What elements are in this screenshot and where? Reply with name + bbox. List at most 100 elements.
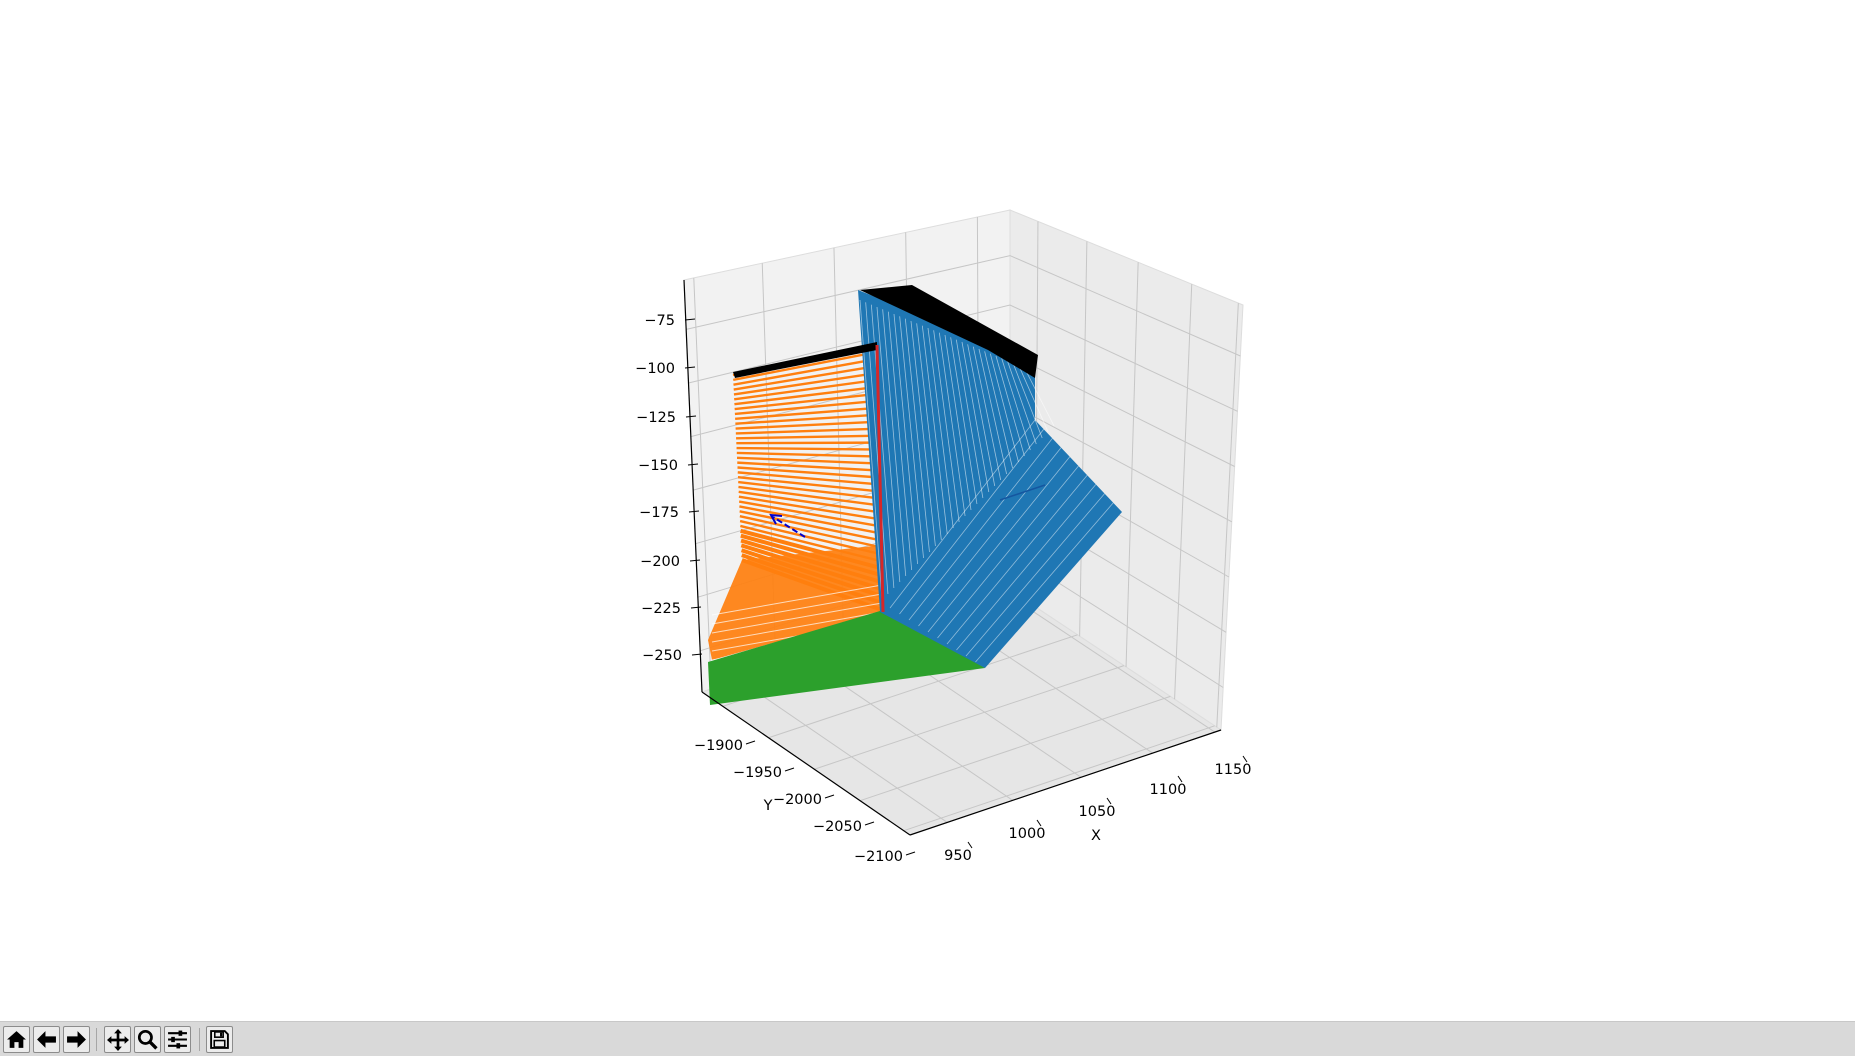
navigation-toolbar — [0, 1021, 1855, 1056]
orange-skirt-line — [711, 593, 883, 625]
save-button[interactable] — [206, 1026, 233, 1053]
orange-stripe — [734, 399, 879, 416]
pan-button[interactable] — [104, 1026, 131, 1053]
blue-stripe — [916, 323, 942, 541]
pan-icon — [106, 1028, 129, 1051]
configure-subplots-icon — [168, 1030, 187, 1049]
x-tick-label: 1150 — [1215, 762, 1252, 778]
blue-stripe — [978, 348, 1007, 475]
y-tick-mark — [864, 821, 875, 826]
z-tick-label: −75 — [644, 313, 675, 329]
orange-stripe — [736, 446, 879, 451]
x-tick-mark — [1036, 819, 1042, 827]
data-surfaces — [708, 285, 1122, 705]
orange-stripe — [738, 490, 881, 514]
blue-stripe — [1012, 362, 1043, 439]
back-button[interactable] — [33, 1026, 60, 1053]
blue-stripe — [904, 318, 930, 553]
orange-stripe — [737, 471, 880, 486]
blue-stripe — [870, 304, 895, 589]
axes-lines — [683, 279, 1248, 856]
orange-stripe — [737, 461, 880, 472]
toolbar-separator — [199, 1028, 200, 1051]
orange-stripe — [738, 495, 881, 521]
back-arrow-icon — [37, 1031, 56, 1048]
y-tick-mark — [905, 851, 916, 856]
orange-stripe — [735, 420, 879, 430]
blue-stripe — [908, 438, 1053, 621]
blue-stripe — [899, 316, 924, 559]
grid-line — [693, 277, 712, 689]
z-tick-label: −150 — [638, 458, 678, 474]
grid-line — [768, 634, 1078, 739]
x-tick-mark — [1242, 755, 1248, 763]
grid-line — [1216, 303, 1239, 728]
blue-stripe — [1018, 365, 1049, 433]
x-tick-label: 1000 — [1009, 826, 1046, 842]
orange-stripe — [734, 385, 878, 406]
orange-stripe — [733, 350, 878, 382]
orange-stripe — [734, 392, 879, 411]
orange-stripe — [737, 466, 880, 479]
orange-skirt-line — [711, 602, 883, 634]
z-tick-label: −200 — [640, 554, 680, 570]
save-icon — [210, 1030, 229, 1049]
zoom-button[interactable] — [134, 1026, 161, 1053]
configure-subplots-button[interactable] — [164, 1026, 191, 1053]
orange-stripe — [734, 378, 878, 401]
plot-canvas[interactable]: −75 −100 −125 −150 −175 −200 −225 −250 −1900 −195… — [0, 0, 1855, 1021]
z-tick-mark — [687, 463, 699, 466]
home-button[interactable] — [3, 1026, 30, 1053]
orange-stripe — [733, 371, 878, 396]
grid-line — [1174, 284, 1193, 700]
y-tick-label: −2050 — [813, 819, 862, 835]
orange-stripe — [735, 413, 879, 425]
blue-stripe — [933, 330, 960, 523]
tick-labels: −75 −100 −125 −150 −175 −200 −225 −250 −1900 −195… — [635, 313, 1251, 865]
orange-skirt — [708, 545, 884, 660]
grid-line — [686, 255, 1241, 357]
x-axis-label: X — [1091, 828, 1101, 844]
blue-stripe — [984, 351, 1013, 469]
orange-stripe — [739, 515, 882, 549]
orange-stripe — [738, 480, 881, 500]
blue-stripe — [965, 493, 1105, 657]
blue-stripe — [927, 327, 954, 529]
y-tick-mark — [824, 794, 835, 799]
blue-stripe — [937, 465, 1079, 639]
grid-line — [1003, 591, 1216, 733]
z-tick-label: −225 — [641, 601, 681, 617]
forward-button[interactable] — [63, 1026, 90, 1053]
blue-stripe — [989, 353, 1019, 463]
blue-stripe — [946, 474, 1088, 645]
orange-stripe — [733, 357, 878, 386]
blue-stripe — [1006, 360, 1037, 445]
y-axis-line — [701, 691, 911, 836]
orange-skirt-line — [711, 611, 883, 643]
normal-arrow-head — [769, 513, 783, 525]
y-tick-label: −2100 — [854, 849, 903, 865]
orange-stripe — [738, 500, 881, 528]
orange-stripe — [735, 406, 879, 421]
x-tick-label: 950 — [944, 848, 972, 864]
z-tick-label: −100 — [635, 361, 675, 377]
blue-stripe — [889, 419, 1036, 609]
x-tick-mark — [967, 841, 973, 849]
green-floor — [708, 608, 985, 705]
grid-line — [903, 725, 1215, 832]
x-tick-label: 1050 — [1079, 804, 1116, 820]
blue-stripe — [899, 428, 1045, 615]
orange-stripe — [736, 434, 879, 440]
z-tick-mark — [688, 510, 700, 513]
orange-stripe — [735, 427, 879, 435]
toolbar-separator — [96, 1028, 97, 1051]
grid-line — [688, 304, 1238, 412]
blue-stripe — [927, 456, 1071, 633]
blue-stripe — [882, 309, 907, 577]
orange-stripe — [738, 485, 881, 507]
z-tick-mark — [684, 318, 696, 321]
orange-skirt-line — [711, 584, 883, 616]
blue-stripe — [950, 337, 978, 505]
red-seam — [875, 344, 885, 613]
grid-line — [859, 695, 1171, 802]
